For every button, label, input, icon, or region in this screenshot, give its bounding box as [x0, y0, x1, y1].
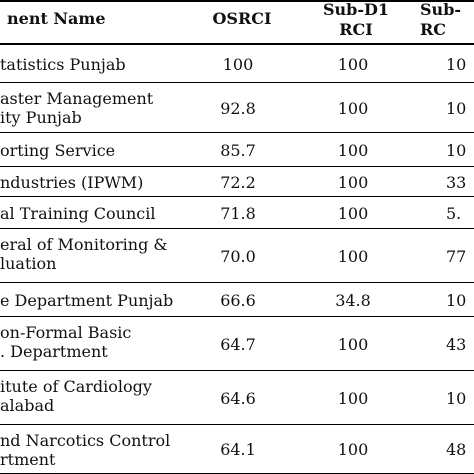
row-osrci-value: 66.6 [220, 291, 256, 310]
row-divider [0, 196, 474, 197]
row-osrci-value: 72.2 [220, 173, 256, 192]
row-sub-d1-value: 34.8 [335, 291, 371, 310]
row-sub-d2-value: 5. [446, 204, 462, 223]
row-sub-d2-value: 10 [446, 291, 467, 310]
row-osrci-value: 70.0 [220, 247, 256, 266]
row-sub-d2-value: 77 [446, 247, 467, 266]
row-divider [0, 82, 474, 83]
row-osrci-value: 64.1 [220, 440, 256, 459]
row-department-name: orting Service [0, 141, 116, 160]
row-sub-d1-value: 100 [337, 55, 369, 74]
row-sub-d1-value: 100 [337, 204, 369, 223]
header-sub-d1-rci: Sub-D1 RCI [322, 0, 390, 39]
row-department-name: aster Management ity Punjab [0, 89, 154, 127]
row-osrci-value: 64.6 [220, 389, 256, 408]
row-sub-d2-value: 10 [446, 55, 467, 74]
row-divider [0, 166, 474, 167]
row-department-name: nd Narcotics Control rtment [0, 431, 171, 469]
row-sub-d1-value: 100 [337, 440, 369, 459]
row-osrci-value: 92.8 [220, 99, 256, 118]
row-sub-d1-value: 100 [337, 99, 369, 118]
header-department-name: nent Name [7, 9, 106, 28]
row-department-name: itute of Cardiology alabad [0, 377, 152, 415]
row-sub-d1-value: 100 [337, 247, 369, 266]
row-divider [0, 228, 474, 229]
row-department-name: ndustries (IPWM) [0, 173, 144, 192]
row-department-name: on-Formal Basic . Department [0, 323, 132, 361]
row-sub-d2-value: 48 [446, 440, 467, 459]
row-divider [0, 370, 474, 371]
row-department-name: e Department Punjab [0, 291, 174, 310]
row-osrci-value: 71.8 [220, 204, 256, 223]
row-divider [0, 424, 474, 425]
row-divider [0, 282, 474, 283]
row-sub-d2-value: 10 [446, 141, 467, 160]
table-header: nent Name OSRCI Sub-D1 RCI Sub- RC [0, 0, 474, 43]
row-osrci-value: 100 [222, 55, 254, 74]
row-divider [0, 132, 474, 133]
row-department-name: tatistics Punjab [0, 55, 126, 74]
row-sub-d2-value: 33 [446, 173, 467, 192]
row-osrci-value: 85.7 [220, 141, 256, 160]
row-osrci-value: 64.7 [220, 335, 256, 354]
row-sub-d1-value: 100 [337, 335, 369, 354]
row-department-name: al Training Council [0, 204, 156, 223]
row-sub-d2-value: 10 [446, 99, 467, 118]
row-department-name: eral of Monitoring & luation [0, 235, 168, 273]
row-divider [0, 316, 474, 317]
header-sub-d2-rci: Sub- RC [420, 0, 462, 39]
row-sub-d2-value: 43 [446, 335, 467, 354]
row-sub-d1-value: 100 [337, 389, 369, 408]
header-osrci: OSRCI [212, 9, 272, 28]
row-sub-d1-value: 100 [337, 141, 369, 160]
row-sub-d2-value: 10 [446, 389, 467, 408]
header-bottom-rule [0, 43, 474, 45]
row-sub-d1-value: 100 [337, 173, 369, 192]
header-top-rule [0, 0, 474, 2]
